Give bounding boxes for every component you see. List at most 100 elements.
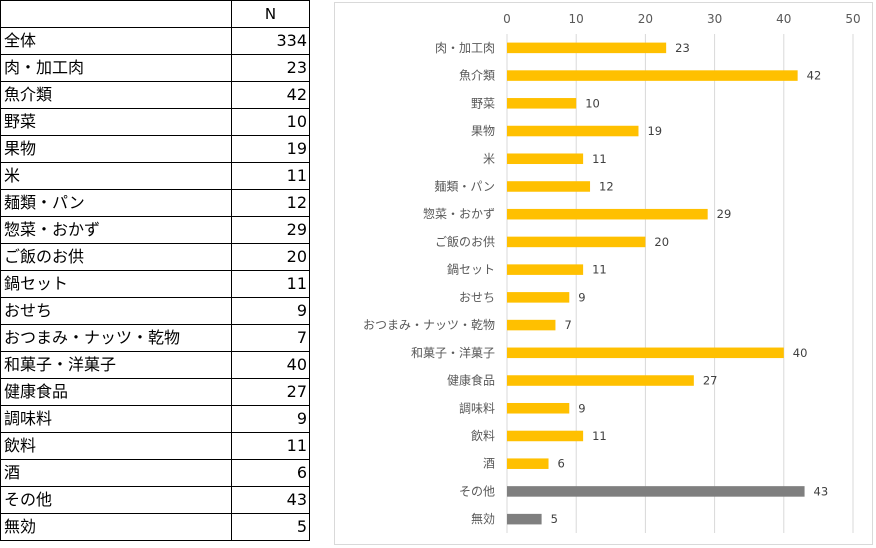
row-label-cell: その他 (0, 486, 232, 514)
category-label: 酒 (483, 457, 495, 471)
row-label-cell: 鍋セット (0, 270, 232, 298)
category-label: 飲料 (471, 428, 495, 443)
table-row: 無効 5 (0, 513, 310, 541)
row-n-cell: 40 (231, 351, 310, 379)
bar-chart: 0 10 20 30 40 50 肉・加工肉 23 魚介類 42 野菜 10 果物 19 米 11 麺類・パン 1… (334, 2, 873, 545)
table-row: 魚介類 42 (0, 81, 310, 109)
bar (507, 153, 584, 165)
table-body: N 全体 334 肉・加工肉 23 魚介類 42 野菜 10 果物 19 米 11 麺類・パン 12 惣菜・… (0, 0, 310, 541)
row-label-cell: 肉・加工肉 (0, 54, 232, 82)
row-n-cell: 9 (231, 405, 310, 433)
data-label: 23 (675, 41, 690, 55)
table-row: ご飯のお供 20 (0, 243, 310, 271)
bar (507, 513, 542, 525)
row-n-cell: 6 (231, 459, 310, 487)
bar (507, 347, 784, 359)
category-label: 調味料 (459, 401, 495, 415)
bar (507, 125, 639, 137)
row-n-cell: 11 (231, 270, 310, 298)
row-n-cell: 23 (231, 54, 310, 82)
data-label: 11 (592, 263, 607, 277)
category-label: その他 (459, 484, 495, 498)
row-label-cell: 無効 (0, 513, 232, 541)
row-label-cell: 健康食品 (0, 378, 232, 406)
category-label: おつまみ・ナッツ・乾物 (363, 318, 495, 332)
table-row: 全体 334 (0, 27, 310, 55)
category-label: 和菓子・洋菓子 (411, 345, 495, 360)
bar (507, 236, 646, 248)
row-n-cell: 20 (231, 243, 310, 271)
row-n-cell: 7 (231, 324, 310, 352)
table-row: 肉・加工肉 23 (0, 54, 310, 82)
data-label: 40 (793, 346, 808, 360)
bar (507, 70, 798, 81)
category-label: 惣菜・おかず (423, 206, 495, 221)
x-tick-label: 20 (638, 12, 653, 26)
row-label-cell: おつまみ・ナッツ・乾物 (0, 324, 232, 352)
table-header-row: N (0, 0, 310, 28)
row-n-cell: 9 (231, 297, 310, 325)
header-label-cell (0, 0, 232, 28)
bar (507, 458, 549, 469)
data-label: 9 (578, 290, 585, 304)
data-label: 11 (592, 429, 607, 443)
row-label-cell: 調味料 (0, 405, 232, 433)
table-row: 野菜 10 (0, 108, 310, 136)
table-row: おつまみ・ナッツ・乾物 7 (0, 324, 310, 352)
row-label-cell: ご飯のお供 (0, 243, 232, 271)
table-row: 鍋セット 11 (0, 270, 310, 298)
bar (507, 486, 805, 497)
category-label: 魚介類 (459, 69, 495, 83)
row-label-cell: おせち (0, 297, 232, 325)
row-n-cell: 11 (231, 432, 310, 460)
bar (507, 292, 570, 303)
category-label: 鍋セット (447, 262, 495, 277)
bar (507, 264, 584, 275)
x-tick-label: 50 (845, 12, 860, 26)
chart-svg: 0 10 20 30 40 50 肉・加工肉 23 魚介類 42 野菜 10 果物 19 米 11 麺類・パン 1… (363, 12, 861, 533)
data-label: 9 (578, 401, 585, 415)
data-table: N 全体 334 肉・加工肉 23 魚介類 42 野菜 10 果物 19 米 11 麺類・パン 12 惣菜・… (0, 0, 310, 541)
row-n-cell: 42 (231, 81, 310, 109)
bar (507, 430, 584, 442)
row-label-cell: 米 (0, 162, 232, 190)
bar (507, 375, 694, 386)
table-row: 果物 19 (0, 135, 310, 163)
row-label-cell: 和菓子・洋菓子 (0, 351, 232, 379)
row-n-cell: 19 (231, 135, 310, 163)
table-row: 麺類・パン 12 (0, 189, 310, 217)
data-label: 10 (585, 96, 600, 110)
row-label-cell: 惣菜・おかず (0, 216, 232, 244)
table-row: 飲料 11 (0, 432, 310, 460)
row-label-cell: 全体 (0, 27, 232, 55)
data-label: 5 (551, 512, 558, 526)
data-label: 42 (807, 69, 822, 83)
category-label: 健康食品 (447, 373, 495, 388)
table-row: 調味料 9 (0, 405, 310, 433)
row-n-cell: 11 (231, 162, 310, 190)
x-tick-label: 40 (776, 12, 791, 26)
data-label: 29 (717, 207, 732, 221)
row-n-cell: 43 (231, 486, 310, 514)
category-label: おせち (459, 290, 495, 304)
category-label: 野菜 (471, 96, 495, 110)
row-n-cell: 5 (231, 513, 310, 541)
bar (507, 319, 556, 331)
data-label: 6 (558, 457, 565, 471)
row-label-cell: 飲料 (0, 432, 232, 460)
category-label: 肉・加工肉 (435, 41, 495, 55)
table-row: 健康食品 27 (0, 378, 310, 406)
table-row: 米 11 (0, 162, 310, 190)
data-label: 11 (592, 152, 607, 166)
category-label: ご飯のお供 (435, 234, 495, 249)
bar (507, 42, 667, 54)
table-row: おせち 9 (0, 297, 310, 325)
category-label: 麺類・パン (434, 179, 495, 193)
row-label-cell: 果物 (0, 135, 232, 163)
x-tick-label: 10 (569, 12, 584, 26)
data-label: 19 (647, 124, 662, 138)
category-label: 果物 (471, 124, 495, 138)
data-label: 43 (814, 484, 829, 498)
bar (507, 208, 708, 220)
